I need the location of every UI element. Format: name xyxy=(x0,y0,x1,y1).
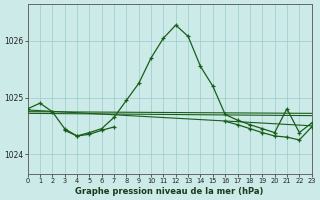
X-axis label: Graphe pression niveau de la mer (hPa): Graphe pression niveau de la mer (hPa) xyxy=(76,187,264,196)
